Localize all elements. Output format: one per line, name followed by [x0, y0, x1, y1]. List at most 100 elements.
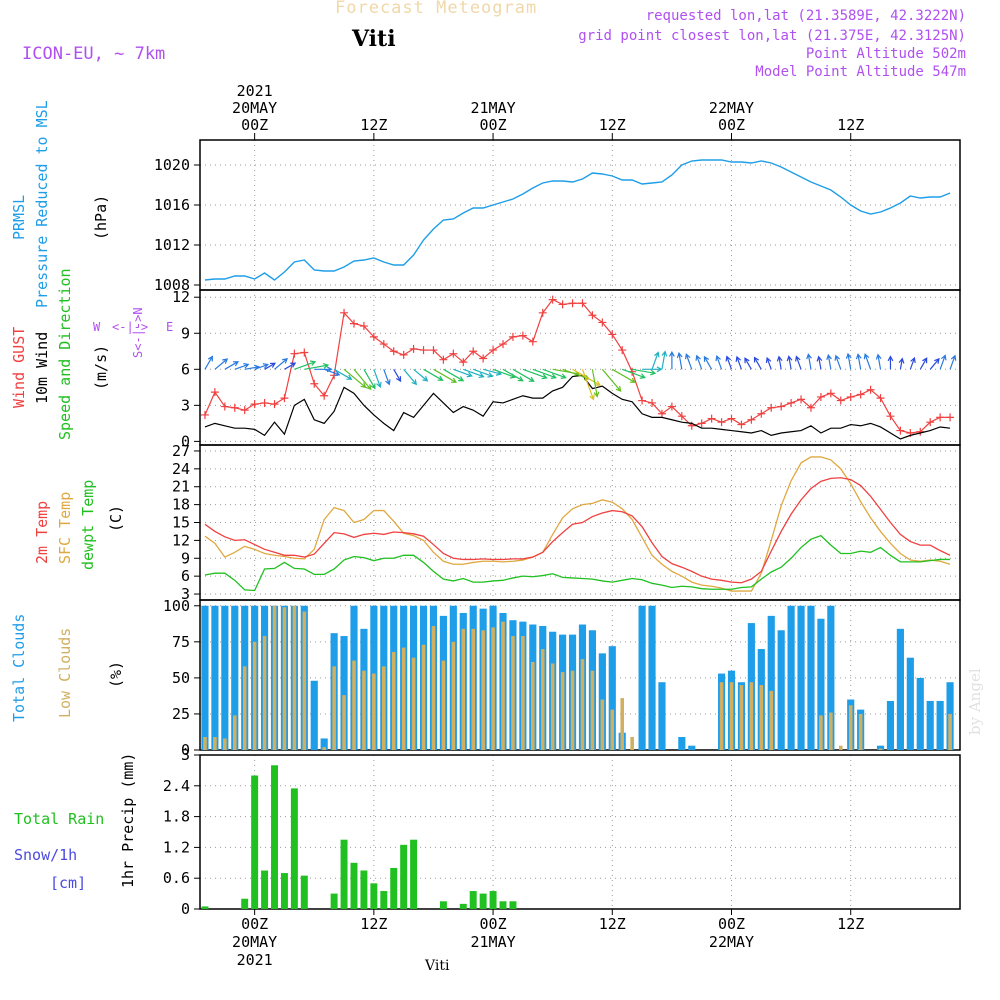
top-time-label: 20MAY	[232, 99, 277, 117]
wind-direction-arrow	[581, 369, 595, 401]
low-cloud-bar	[719, 682, 724, 750]
low-cloud-bar	[759, 685, 764, 750]
gust-marker	[399, 350, 408, 359]
wind-direction-arrow	[919, 357, 928, 370]
requested-coordinates: requested lon,lat (21.3589E, 42.3222N)	[645, 8, 966, 24]
low-cloud-bar	[461, 628, 466, 750]
clouds-unit: (%)	[107, 661, 125, 688]
total-cloud-bar	[608, 646, 616, 750]
bottom-time-label: 21MAY	[470, 933, 515, 951]
total-cloud-bar	[678, 737, 686, 750]
gust-marker	[826, 389, 835, 398]
low-cloud-bar	[491, 627, 495, 750]
total-clouds-label: Total Clouds	[10, 614, 28, 722]
clouds-ytick-label: 75	[172, 633, 190, 651]
gust-marker	[200, 410, 209, 419]
rain-label: Total Rain	[14, 810, 104, 828]
wind-direction-arrow	[453, 368, 473, 378]
low-cloud-bar	[282, 607, 287, 750]
wind-direction-arrow	[274, 357, 289, 370]
wind-direction-arrow	[472, 368, 494, 378]
gust-marker	[737, 420, 746, 429]
station-name: Viti	[352, 26, 396, 52]
pressure-panel: 1008 1012 1016 1020 PRMSL Pressure Reduced to…	[10, 100, 961, 308]
rain-bar	[469, 891, 477, 909]
wind-direction-arrow	[863, 353, 872, 370]
wind-direction-arrow	[294, 360, 317, 370]
gust-marker	[300, 348, 309, 357]
wind-ytick-label: 3	[181, 396, 190, 414]
wind-direction-arrow	[413, 368, 429, 382]
temp-sfc-label: SFC Temp	[56, 492, 74, 564]
gust-marker	[648, 398, 657, 407]
total-cloud-bar	[320, 738, 328, 750]
low-cloud-bar	[411, 657, 416, 750]
top-time-label: 00Z	[718, 116, 745, 134]
low-cloud-bar	[302, 611, 307, 750]
total-cloud-bar	[787, 605, 795, 750]
rain-bar	[390, 867, 398, 909]
temp-2m-line	[204, 477, 951, 584]
wind-direction-arrow	[214, 358, 229, 370]
gust-marker	[379, 340, 388, 349]
wind-direction-arrow	[661, 350, 668, 370]
rain-bar	[380, 891, 388, 909]
low-cloud-bar	[362, 670, 366, 750]
gridpoint-coordinates: grid point closest lon,lat (21.375E, 42.…	[578, 28, 966, 44]
clouds-ytick-label: 50	[172, 669, 190, 687]
total-cloud-bar	[231, 605, 239, 750]
low-cloud-bar	[471, 628, 475, 750]
gust-marker	[538, 308, 547, 317]
wind-direction-arrow	[591, 369, 600, 398]
bottom-time-label: 20MAY	[232, 933, 277, 951]
top-time-label: 22MAY	[709, 99, 754, 117]
wind-direction-arrow	[522, 368, 548, 380]
gust-marker	[846, 392, 855, 401]
total-cloud-bar	[807, 605, 815, 750]
gust-marker	[856, 390, 865, 399]
low-cloud-bar	[521, 636, 525, 750]
wind-speed-line	[204, 374, 951, 440]
low-cloud-bar	[322, 747, 326, 750]
gust-marker	[548, 295, 557, 304]
compass-ns-arrows: S<-|->N	[131, 307, 145, 358]
wind-unit: (m/s)	[92, 345, 110, 390]
wind-direction-arrow	[744, 357, 752, 370]
temperature-ytick-label: 6	[181, 567, 190, 585]
gust-marker	[946, 413, 955, 422]
low-cloud-bar	[600, 699, 605, 750]
top-time-label: 12Z	[837, 116, 864, 134]
bottom-time-label: 12Z	[360, 915, 387, 933]
low-cloud-bar	[878, 748, 883, 750]
gust-marker	[439, 355, 448, 364]
wind-direction-arrow	[363, 369, 376, 390]
low-cloud-bar	[421, 644, 426, 750]
gust-marker	[657, 409, 666, 418]
wind-ytick-label: 12	[172, 288, 190, 306]
total-cloud-bar	[310, 680, 318, 750]
total-cloud-bar	[648, 605, 656, 750]
precipitation-ytick-label: 0	[181, 900, 190, 918]
low-cloud-bar	[352, 660, 356, 750]
wind-direction-arrow	[875, 353, 882, 370]
low-cloud-bar	[223, 738, 227, 750]
gust-marker	[210, 388, 219, 397]
gust-marker	[518, 331, 527, 340]
gust-marker	[429, 346, 438, 355]
temperature-ytick-label: 21	[172, 478, 190, 496]
temperature-ytick-label: 12	[172, 531, 190, 549]
wind-direction-arrow	[725, 355, 733, 370]
low-cloud-bar	[531, 662, 535, 750]
clouds-ytick-label: 100	[163, 597, 190, 615]
low-cloud-bar	[451, 641, 456, 750]
gust-marker	[638, 396, 647, 405]
rain-bar	[280, 873, 288, 909]
gust-marker	[508, 332, 517, 341]
wind-direction-arrow	[786, 355, 793, 370]
temperature-ytick-label: 27	[172, 442, 190, 460]
gust-marker	[886, 412, 895, 421]
wind-direction-arrow	[845, 352, 852, 370]
rain-bar	[300, 875, 308, 909]
wind-ytick-label: 6	[181, 360, 190, 378]
